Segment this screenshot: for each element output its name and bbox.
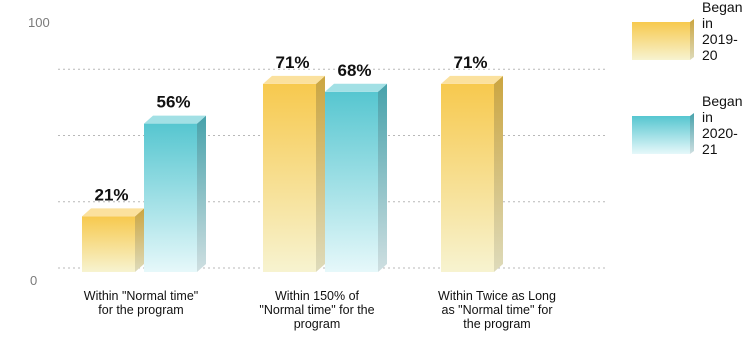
category-label-3: Within Twice as Long as "Normal time" for… (438, 289, 556, 331)
data-label-series1-cat2: 71% (275, 53, 309, 72)
bar-side (197, 115, 206, 272)
legend-swatch-side (690, 113, 694, 154)
y-tick-label-0: 0 (30, 273, 37, 288)
legend-label-1: Began in 2019-20 (702, 0, 742, 63)
bar-top (82, 208, 144, 217)
category-labels: Within "Normal time" for the program Withi… (84, 289, 556, 331)
bar-front (82, 216, 135, 272)
bar-top (144, 115, 206, 124)
legend-swatch-1 (632, 22, 690, 60)
bar-side (135, 208, 144, 272)
bar-series1-cat3 (441, 75, 503, 272)
bar-side (494, 75, 503, 272)
bar-series2-cat1 (144, 115, 206, 272)
category-label-1: Within "Normal time" for the program (84, 289, 198, 317)
bar-series2-cat2 (325, 83, 387, 272)
category-label-2: Within 150% of "Normal time" for the progr… (259, 289, 374, 331)
data-label-series2-cat1: 56% (156, 93, 190, 112)
legend: Began in 2019-20 Began in 2020-21 (632, 0, 742, 157)
data-label-series1-cat1: 21% (94, 185, 128, 204)
legend-swatch-2 (632, 116, 690, 154)
legend-item-1: Began in 2019-20 (632, 0, 742, 63)
legend-label-2: Began in 2020-21 (702, 93, 742, 157)
bar-top (263, 75, 325, 84)
bar-front (441, 83, 494, 272)
bar-top (441, 75, 503, 84)
bar-front (144, 123, 197, 272)
y-tick-label-100: 100 (28, 15, 50, 30)
data-label-series2-cat2: 68% (337, 61, 371, 80)
legend-swatch-side (690, 19, 694, 60)
bar-series1-cat1 (82, 208, 144, 272)
data-label-series1-cat3: 71% (453, 53, 487, 72)
legend-item-2: Began in 2020-21 (632, 93, 742, 157)
bar-side (316, 75, 325, 272)
bars: 21% 56% 71% 68% 71% (82, 53, 503, 272)
bar-front (325, 91, 378, 272)
bar-front (263, 83, 316, 272)
bar-side (378, 83, 387, 272)
bar-top (325, 83, 387, 92)
bar-series1-cat2 (263, 75, 325, 272)
